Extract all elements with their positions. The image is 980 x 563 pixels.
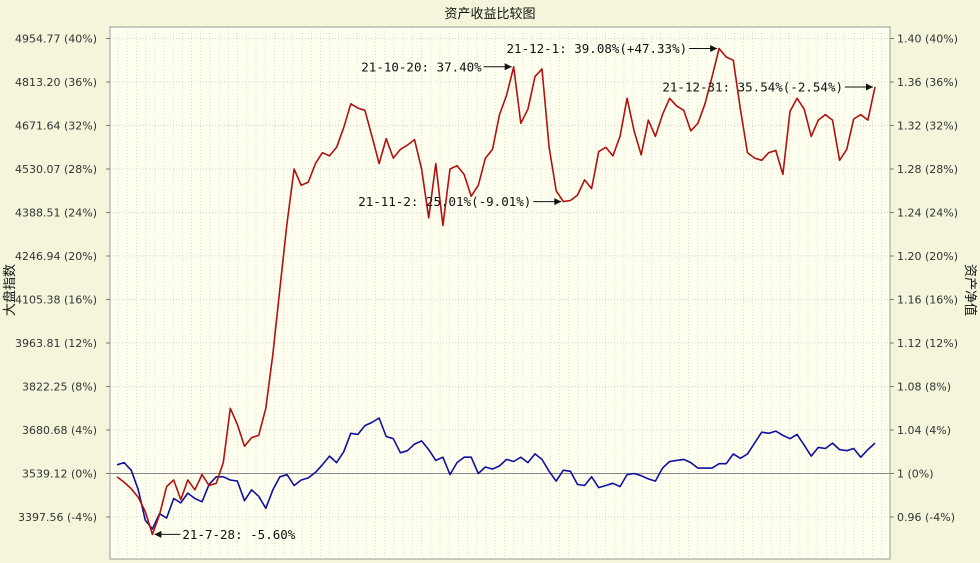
right-tick-label: 1.24 (24%) bbox=[897, 207, 958, 220]
annotation-arrowhead bbox=[866, 83, 873, 91]
right-tick-label: 1.40 (40%) bbox=[897, 33, 958, 46]
annotation-label: 21-7-28: -5.60% bbox=[182, 527, 295, 542]
left-tick-label: 3822.25 (8%) bbox=[22, 381, 97, 394]
annotation: 21-12-1: 39.08%(+47.33%) bbox=[507, 41, 718, 56]
annotation-arrowhead bbox=[154, 530, 162, 538]
right-axis-label: 资产净值 bbox=[962, 264, 978, 316]
annotation: 21-12-31: 35.54%(-2.54%) bbox=[662, 80, 873, 95]
annotation-label: 21-10-20: 37.40% bbox=[361, 59, 482, 74]
left-tick-label: 4530.07 (28%) bbox=[15, 163, 97, 176]
annotation-label: 21-12-31: 35.54%(-2.54%) bbox=[662, 80, 843, 95]
annotation-label: 21-12-1: 39.08%(+47.33%) bbox=[507, 41, 688, 56]
annotation: 21-10-20: 37.40% bbox=[361, 59, 512, 74]
right-tick-label: 1.04 (4%) bbox=[897, 424, 951, 437]
annotation: 21-11-2: 25.01%(-9.01%) bbox=[358, 194, 562, 209]
left-tick-label: 4246.94 (20%) bbox=[15, 250, 97, 263]
annotation-arrowhead bbox=[710, 45, 718, 53]
left-tick-label: 3680.68 (4%) bbox=[22, 424, 97, 437]
left-tick-label: 3397.56 (-4%) bbox=[18, 511, 97, 524]
annotation-arrowhead bbox=[554, 198, 562, 206]
right-tick-label: 1.08 (8%) bbox=[897, 381, 951, 394]
left-tick-label: 4671.64 (32%) bbox=[15, 120, 97, 133]
right-tick-label: 1 (0%) bbox=[897, 468, 934, 481]
left-tick-label: 3963.81 (12%) bbox=[15, 337, 97, 350]
series-lines bbox=[116, 47, 876, 536]
left-tick-label: 4105.38 (16%) bbox=[15, 294, 97, 307]
right-tick-label: 1.32 (32%) bbox=[897, 120, 958, 133]
left-tick-label: 4813.20 (36%) bbox=[15, 76, 97, 89]
annotation-label: 21-11-2: 25.01%(-9.01%) bbox=[358, 194, 531, 209]
annotation-arrowhead bbox=[504, 63, 512, 71]
chart-title: 资产收益比较图 bbox=[444, 7, 535, 22]
left-tick-label: 3539.12 (0%) bbox=[22, 468, 97, 481]
right-tick-label: 1.12 (12%) bbox=[897, 337, 958, 350]
annotations: 21-7-28: -5.60% 21-10-20: 37.40% 21-11-2: … bbox=[154, 41, 873, 542]
right-tick-label: 1.28 (28%) bbox=[897, 163, 958, 176]
left-axis-ticks: 4954.77 (40%) 4813.20 (36%) 4671.64 (32%) 4… bbox=[15, 33, 110, 524]
left-tick-label: 4954.77 (40%) bbox=[15, 33, 97, 46]
right-tick-label: 1.16 (16%) bbox=[897, 294, 958, 307]
left-axis-label: 大盘指数 bbox=[2, 264, 18, 316]
left-tick-label: 4388.51 (24%) bbox=[15, 207, 97, 220]
right-tick-label: 1.36 (36%) bbox=[897, 76, 958, 89]
market-index-line bbox=[116, 417, 876, 530]
right-tick-label: 1.20 (20%) bbox=[897, 250, 958, 263]
right-tick-label: 0.96 (-4%) bbox=[897, 511, 955, 524]
right-axis-ticks: 1.40 (40%) 1.36 (36%) 1.32 (32%) 1.28 (28%)… bbox=[890, 33, 958, 524]
fund-nav-line bbox=[116, 47, 876, 536]
annotation: 21-7-28: -5.60% bbox=[154, 527, 296, 542]
